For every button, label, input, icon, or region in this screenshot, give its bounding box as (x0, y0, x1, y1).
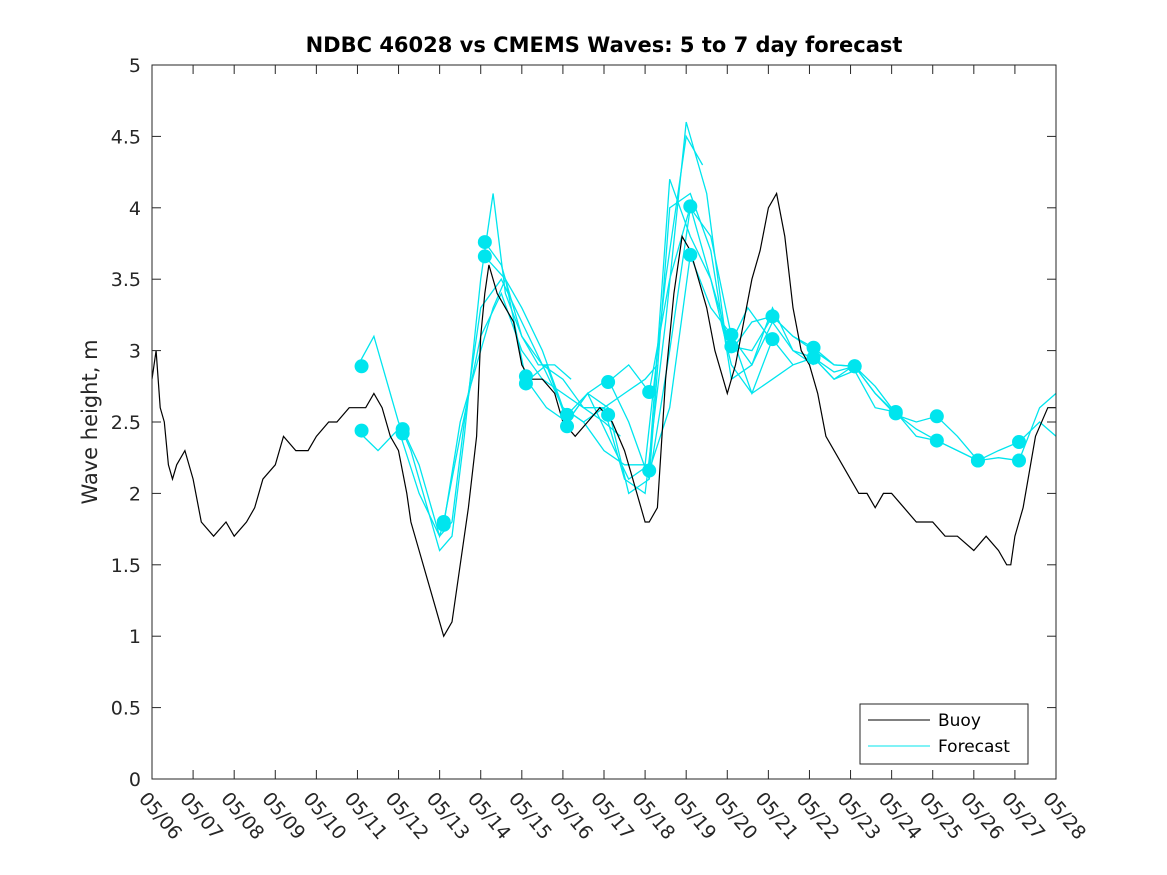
x-tick-label: 05/16 (545, 788, 597, 844)
x-tick-label: 05/19 (668, 788, 720, 844)
forecast-marker (436, 517, 451, 532)
forecast-marker (1012, 453, 1027, 468)
forecast-marker (683, 199, 698, 214)
forecast-marker (847, 359, 862, 374)
y-tick-label: 3.5 (111, 269, 141, 291)
x-tick-label: 05/09 (257, 788, 309, 844)
forecast-run-line (357, 277, 621, 538)
x-tick-label: 05/22 (792, 788, 844, 844)
buoy-line (151, 191, 1056, 638)
x-tick-label: 05/27 (997, 788, 1049, 844)
x-tick-label: 05/10 (299, 788, 351, 844)
forecast-marker (642, 385, 657, 400)
forecast-marker (765, 309, 780, 324)
x-tick-label: 05/11 (340, 788, 392, 844)
y-tick-label: 2 (129, 483, 141, 505)
x-tick-label: 05/18 (627, 788, 679, 844)
forecast-marker (518, 376, 533, 391)
forecast-marker (601, 407, 616, 422)
x-tick-label: 05/06 (134, 788, 186, 844)
y-tick-label: 1.5 (111, 555, 141, 577)
chart-title: NDBC 46028 vs CMEMS Waves: 5 to 7 day fo… (306, 33, 903, 57)
x-tick-label: 05/15 (504, 788, 556, 844)
forecast-run-line (356, 193, 572, 552)
y-axis-label: Wave height, m (78, 339, 102, 504)
series-layer (151, 121, 1057, 638)
forecast-marker (1012, 434, 1027, 449)
x-tick-label: 05/28 (1038, 788, 1090, 844)
forecast-marker (642, 463, 657, 478)
y-tick-label: 3 (129, 341, 141, 363)
forecast-run-line (566, 206, 856, 480)
y-tick-label: 1 (129, 626, 141, 648)
forecast-marker (888, 406, 903, 421)
forecast-marker (601, 375, 616, 390)
forecast-marker (724, 339, 739, 354)
y-tick-label: 5 (129, 55, 141, 77)
legend-buoy-label: Buoy (938, 711, 981, 731)
x-tick-label: 05/17 (586, 788, 638, 844)
forecast-run-line (484, 178, 794, 481)
forecast-run-line (484, 121, 769, 495)
legend: Buoy Forecast (859, 703, 1029, 765)
forecast-marker (806, 340, 821, 355)
x-tick-label: 05/14 (463, 788, 515, 844)
forecast-marker (395, 426, 410, 441)
forecast-marker (970, 453, 985, 468)
x-tick-label: 05/24 (874, 788, 926, 844)
x-tick-label: 05/07 (175, 788, 227, 844)
x-tick-label: 05/21 (751, 788, 803, 844)
forecast-marker (683, 247, 698, 262)
forecast-marker (765, 332, 780, 347)
x-tick-label: 05/13 (422, 788, 474, 844)
forecast-marker (929, 433, 944, 448)
forecast-marker (724, 327, 739, 342)
x-tick-label: 05/20 (709, 788, 761, 844)
x-tick-label: 05/25 (915, 788, 967, 844)
forecast-marker (354, 359, 369, 374)
y-tick-label: 0 (129, 769, 141, 791)
x-tick-label: 05/12 (381, 788, 433, 844)
y-tick-label: 4 (129, 198, 141, 220)
x-tick-label: 05/23 (833, 788, 885, 844)
legend-box (859, 703, 1029, 765)
x-tick-label: 05/08 (216, 788, 268, 844)
y-tick-label: 4.5 (111, 126, 141, 148)
x-tick-label: 05/26 (956, 788, 1008, 844)
forecast-marker (354, 423, 369, 438)
forecast-marker (560, 419, 575, 434)
y-tick-label: 2.5 (111, 412, 141, 434)
forecast-marker (477, 249, 492, 264)
y-tick-label: 0.5 (111, 698, 141, 720)
y-axis: 0 0.5 1 1.5 2 2.5 3 3.5 4 4.5 5 (111, 55, 1056, 791)
forecast-marker (806, 350, 821, 365)
forecast-marker (929, 409, 944, 424)
legend-forecast-label: Forecast (938, 737, 1010, 757)
forecast-marker (560, 407, 575, 422)
forecast-marker (477, 235, 492, 250)
